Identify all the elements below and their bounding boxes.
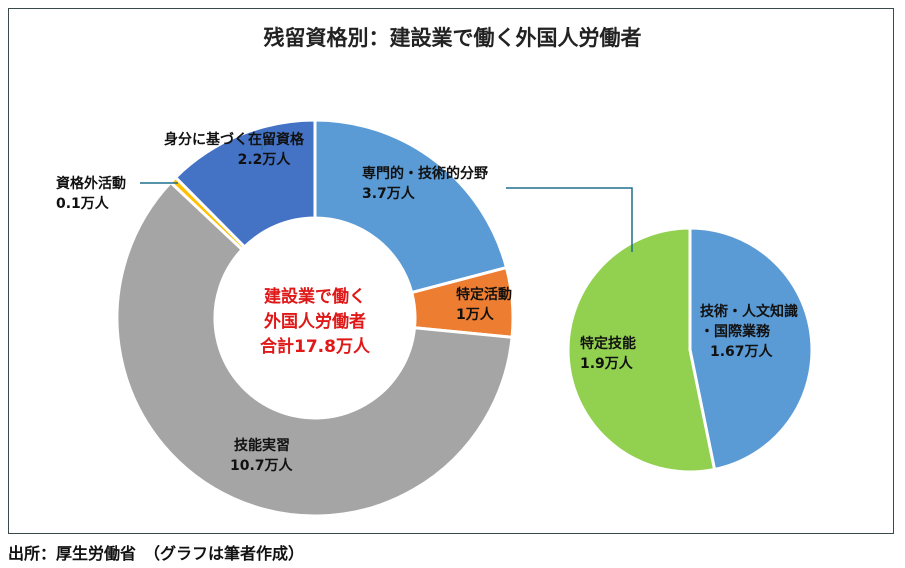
donut-slice-2 xyxy=(115,180,514,518)
chart-title: 残留資格別：建設業で働く外国人労働者 xyxy=(263,26,642,50)
slice-label-mibun-name: 身分に基づく在留資格 xyxy=(164,131,305,148)
center-text-line2: 外国人労働者 xyxy=(264,311,366,332)
slice-label-gijinkoku-name-line1: 技術・人文知識 xyxy=(700,303,798,320)
donut-slice-0 xyxy=(313,118,509,295)
donut-slice-4 xyxy=(173,118,317,250)
slice-label-shikakugai-value: 0.1万人 xyxy=(56,195,110,212)
slice-label-tokutei-ginou-name: 特定技能 xyxy=(580,335,636,352)
source-note: 出所：厚生労働省 （グラフは筆者作成） xyxy=(8,544,305,563)
slice-label-tokutei-ginou-value: 1.9万人 xyxy=(580,355,634,372)
slice-label-tokutei-katsudou-name: 特定活動 xyxy=(456,286,512,303)
slice-label-shikakugai-name: 資格外活動 xyxy=(56,175,126,192)
slice-label-senmon-name: 専門的・技術的分野 xyxy=(362,165,488,182)
center-text-line1: 建設業で働く xyxy=(264,286,366,307)
connector-line xyxy=(506,187,633,252)
slice-label-gijinkoku-value: 1.67万人 xyxy=(710,343,774,360)
slice-label-mibun-value: 2.2万人 xyxy=(238,151,292,168)
breakdown-pie-chart xyxy=(566,226,814,474)
slice-label-gijinkoku-name-line2: ・国際業務 xyxy=(700,323,771,340)
slice-label-ginou-jisshu-value: 10.7万人 xyxy=(230,457,294,474)
center-text-line3: 合計17.8万人 xyxy=(260,336,371,357)
slice-label-tokutei-katsudou-value: 1万人 xyxy=(456,306,495,323)
donut-chart xyxy=(115,118,515,518)
breakdown-slice-0 xyxy=(688,226,814,472)
breakdown-slice-1 xyxy=(566,226,717,474)
slice-label-ginou-jisshu-name: 技能実習 xyxy=(234,437,290,454)
slice-label-senmon-value: 3.7万人 xyxy=(362,185,416,202)
